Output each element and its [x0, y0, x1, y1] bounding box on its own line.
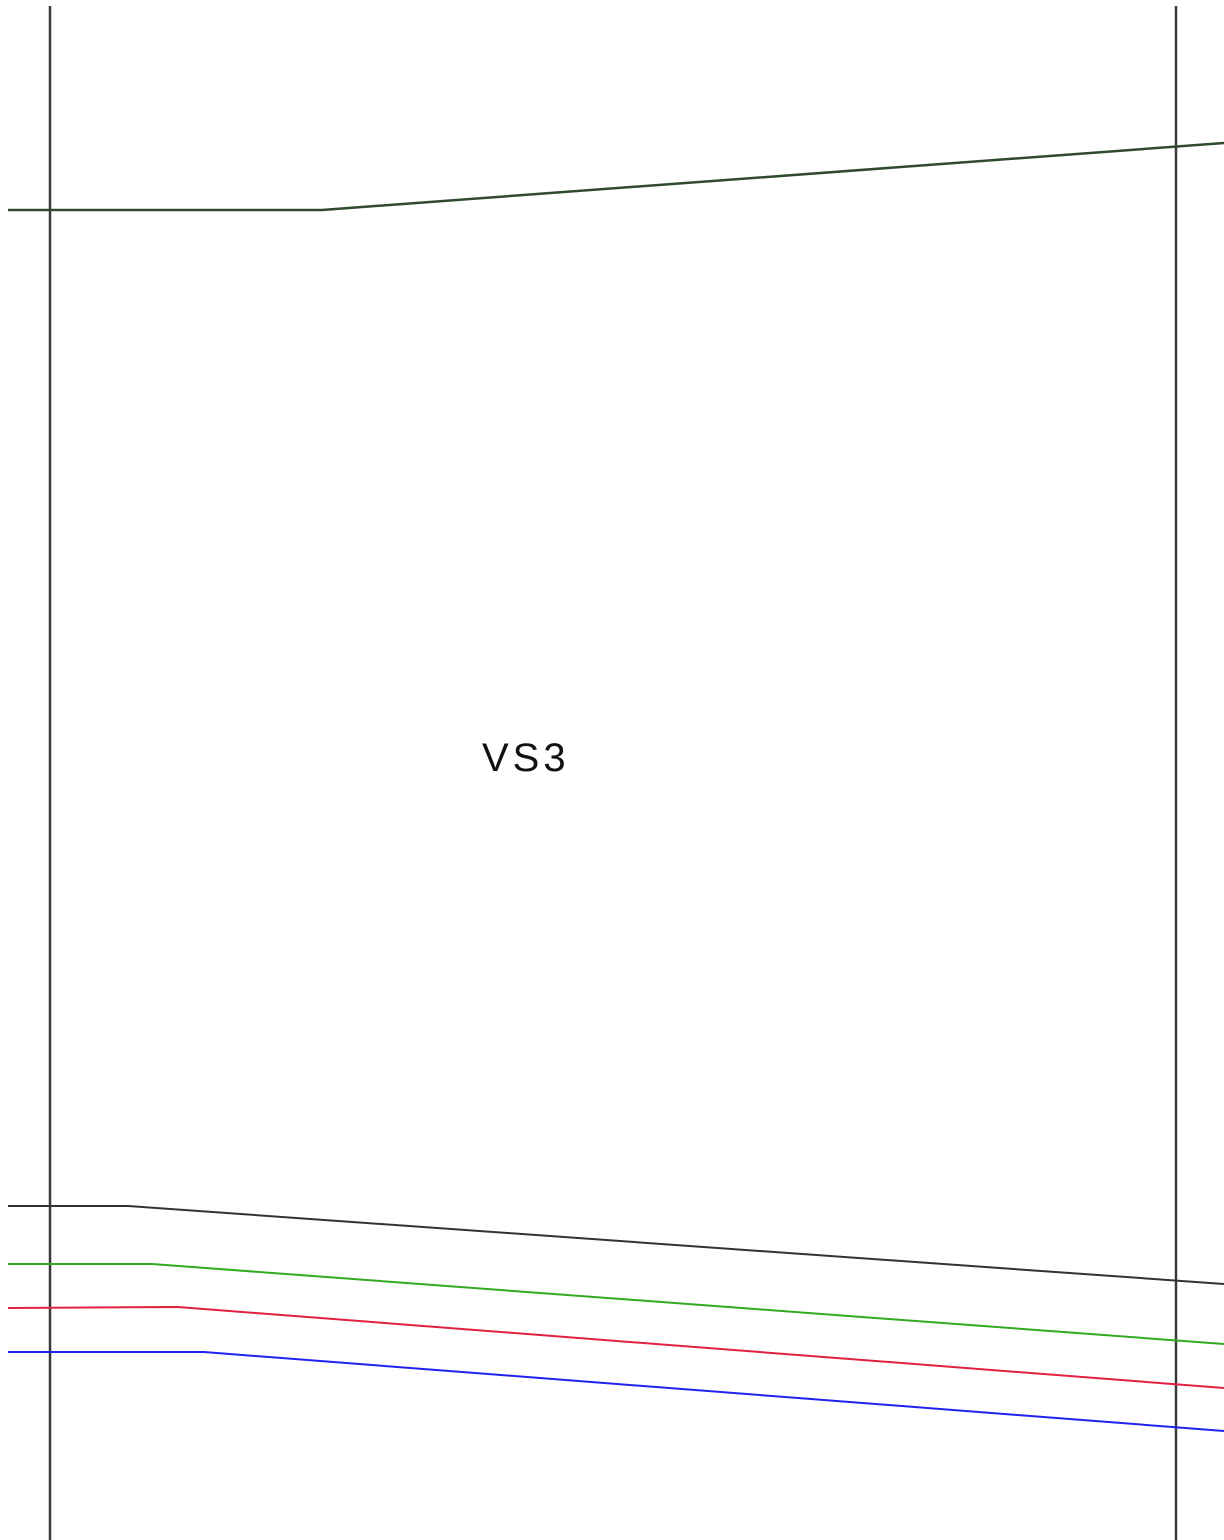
- green-line: [8, 1263, 1224, 1345]
- black-line: [8, 1205, 1224, 1285]
- zone-label: VS3: [482, 736, 570, 780]
- upper-line: [8, 141, 1224, 212]
- red-line: [7, 1306, 1224, 1389]
- blue-line: [8, 1351, 1224, 1432]
